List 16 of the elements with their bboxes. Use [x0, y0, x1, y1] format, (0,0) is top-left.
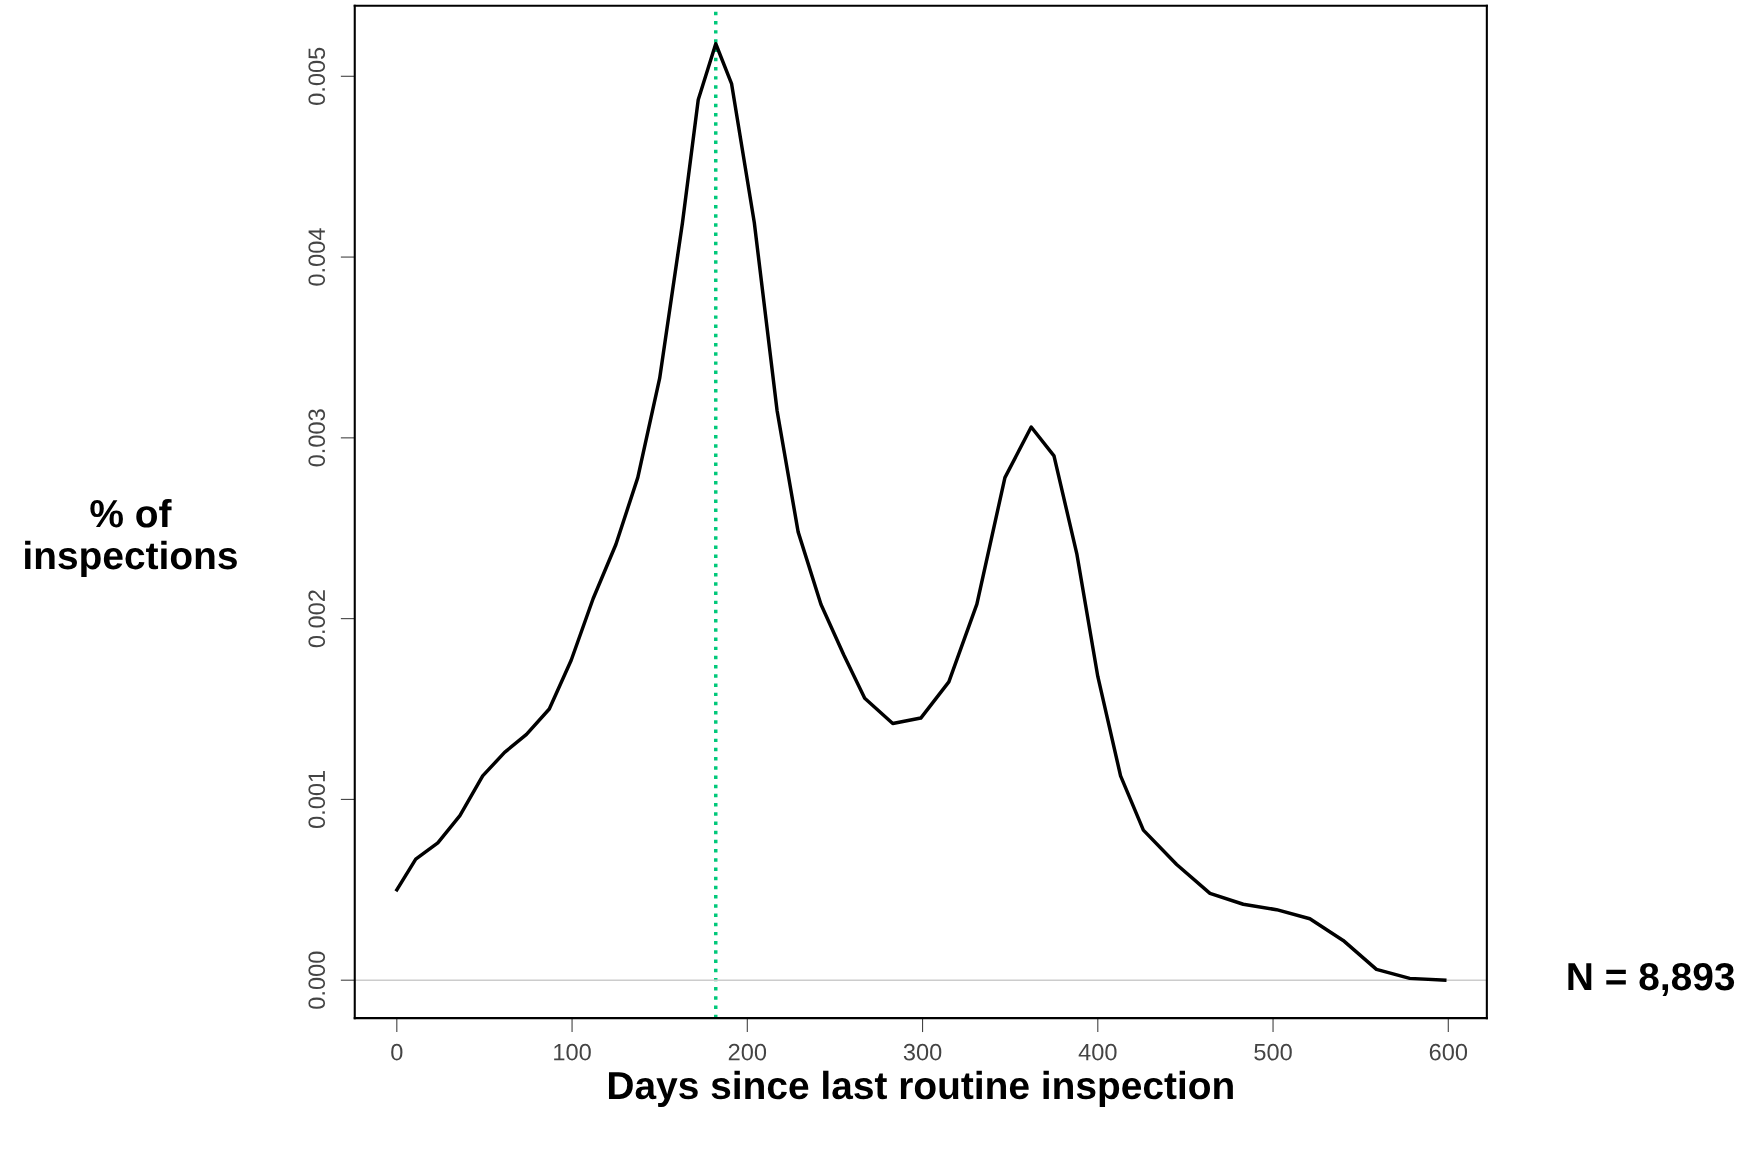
y-axis-title: % of inspections — [25, 498, 237, 578]
x-tick-label: 600 — [1429, 1043, 1468, 1061]
x-tick-label: 500 — [1254, 1043, 1292, 1061]
y-tick-label: 0.002 — [308, 590, 326, 648]
y-tick-label: 0.003 — [308, 409, 326, 467]
x-tick-label: 200 — [728, 1043, 767, 1061]
y-tick-label: 0.004 — [308, 228, 326, 286]
x-tick-label: 300 — [903, 1043, 942, 1061]
x-tick-label: 400 — [1078, 1043, 1117, 1061]
y-tick-label: 0.001 — [308, 771, 326, 829]
x-tick-label: 0 — [391, 1043, 403, 1061]
x-axis-title: Days since last routine inspection — [608, 1070, 1233, 1107]
x-tick-label: 100 — [554, 1043, 591, 1061]
text: N = 8,893 — [1568, 962, 1735, 997]
y-tick-label: 0.005 — [308, 47, 326, 105]
y-tick-label: 0.000 — [308, 951, 326, 1009]
